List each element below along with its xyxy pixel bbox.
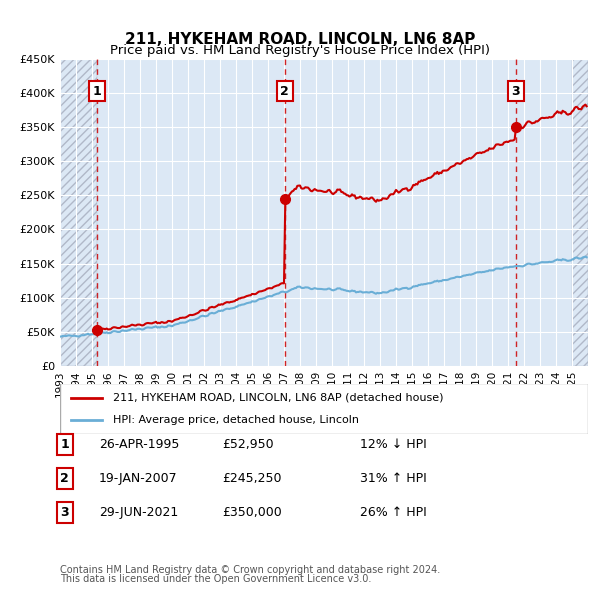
Text: This data is licensed under the Open Government Licence v3.0.: This data is licensed under the Open Gov… <box>60 574 371 584</box>
Text: 19-JAN-2007: 19-JAN-2007 <box>99 472 178 485</box>
Text: 26% ↑ HPI: 26% ↑ HPI <box>360 506 427 519</box>
Text: £245,250: £245,250 <box>222 472 281 485</box>
Text: 1: 1 <box>61 438 69 451</box>
Text: 29-JUN-2021: 29-JUN-2021 <box>99 506 178 519</box>
Text: 12% ↓ HPI: 12% ↓ HPI <box>360 438 427 451</box>
Text: 2: 2 <box>280 85 289 98</box>
Text: 26-APR-1995: 26-APR-1995 <box>99 438 179 451</box>
Text: 1: 1 <box>93 85 101 98</box>
Text: 2: 2 <box>61 472 69 485</box>
Text: 3: 3 <box>61 506 69 519</box>
Text: 3: 3 <box>512 85 520 98</box>
Text: HPI: Average price, detached house, Lincoln: HPI: Average price, detached house, Linc… <box>113 415 359 425</box>
Text: £350,000: £350,000 <box>222 506 282 519</box>
Text: 211, HYKEHAM ROAD, LINCOLN, LN6 8AP: 211, HYKEHAM ROAD, LINCOLN, LN6 8AP <box>125 32 475 47</box>
Text: Contains HM Land Registry data © Crown copyright and database right 2024.: Contains HM Land Registry data © Crown c… <box>60 565 440 575</box>
Text: 211, HYKEHAM ROAD, LINCOLN, LN6 8AP (detached house): 211, HYKEHAM ROAD, LINCOLN, LN6 8AP (det… <box>113 392 443 402</box>
Text: £52,950: £52,950 <box>222 438 274 451</box>
Text: Price paid vs. HM Land Registry's House Price Index (HPI): Price paid vs. HM Land Registry's House … <box>110 44 490 57</box>
Text: 31% ↑ HPI: 31% ↑ HPI <box>360 472 427 485</box>
FancyBboxPatch shape <box>60 384 588 434</box>
